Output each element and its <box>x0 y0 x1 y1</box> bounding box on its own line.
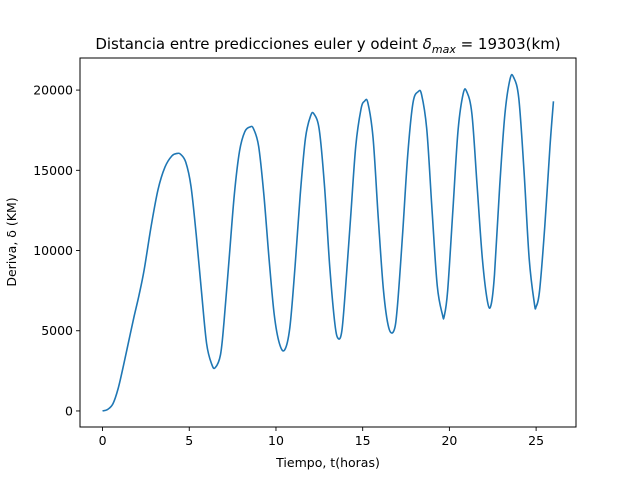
x-axis-label: Tiempo, t(horas) <box>275 455 380 470</box>
plot-area <box>102 73 555 412</box>
y-axis: 0 5000 10000 15000 20000 <box>33 83 80 418</box>
x-tick-label: 20 <box>441 433 457 448</box>
y-tick-label: 5000 <box>41 323 73 338</box>
chart-title-suffix: = 19303(km) <box>456 35 561 53</box>
y-axis-label: Deriva, δ (KM) <box>4 197 19 286</box>
chart-title: Distancia entre predicciones euler y ode… <box>95 35 560 56</box>
axes-frame <box>79 57 577 428</box>
chart-title-prefix: Distancia entre predicciones euler y ode… <box>95 35 422 53</box>
x-axis: 0 5 10 15 20 25 <box>99 427 544 448</box>
chart-title-subscript: max <box>432 43 456 56</box>
y-tick-label: 15000 <box>33 163 73 178</box>
y-tick-label: 0 <box>65 403 73 418</box>
x-tick-label: 10 <box>268 433 284 448</box>
x-tick-label: 25 <box>528 433 544 448</box>
y-tick-label: 20000 <box>33 83 73 98</box>
x-tick-label: 5 <box>185 433 193 448</box>
y-tick-label: 10000 <box>33 243 73 258</box>
x-tick-label: 15 <box>355 433 371 448</box>
chart-title-symbol: δ <box>423 35 432 53</box>
series-line-0 <box>102 73 555 412</box>
x-tick-label: 0 <box>99 433 107 448</box>
